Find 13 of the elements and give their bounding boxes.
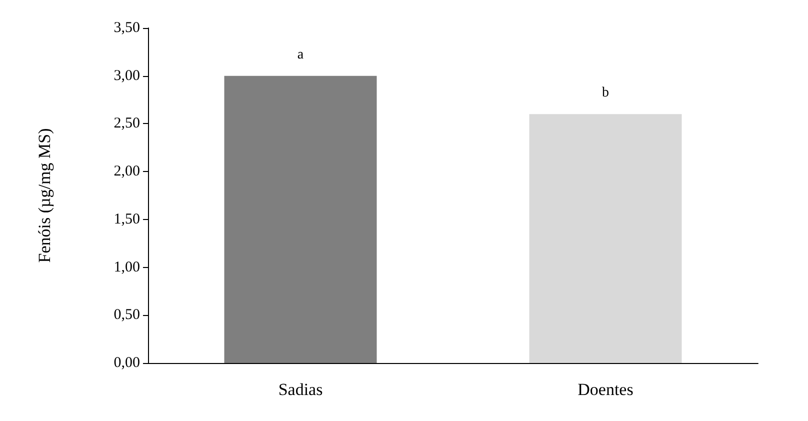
y-tick-label: 2,00 [114, 164, 140, 180]
annotation: a [297, 47, 304, 62]
y-axis-title: Fenóis (µg/mg MS) [35, 128, 54, 263]
y-tick-label: 0,00 [114, 355, 140, 371]
x-tick-label: Doentes [578, 380, 634, 399]
y-tick-label: 2,50 [114, 116, 140, 132]
y-tick-label: 3,00 [114, 68, 140, 84]
y-tick-label: 3,50 [114, 20, 140, 36]
annotation: b [602, 86, 609, 101]
y-tick-label: 1,50 [114, 211, 140, 228]
x-tick-label: Sadias [278, 380, 323, 399]
y-tick-label: 0,50 [114, 307, 140, 324]
y-tick-label: 1,00 [114, 259, 140, 276]
